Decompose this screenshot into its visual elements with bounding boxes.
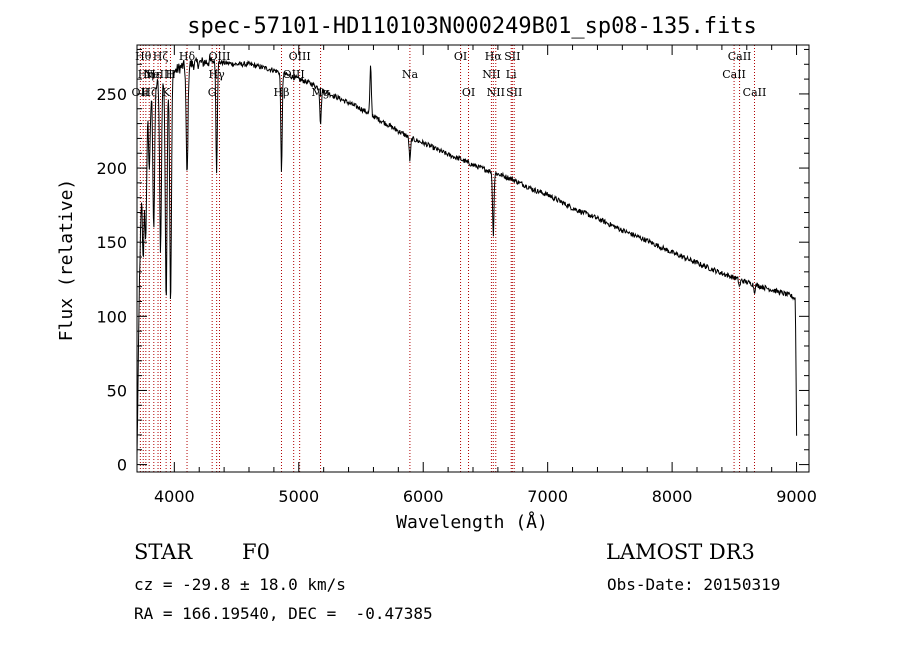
reference-line-label: Hβ (274, 86, 290, 99)
reference-line-label: NII (487, 86, 505, 99)
y-tick-label: 200 (96, 159, 127, 178)
observation-date: Obs-Date: 20150319 (607, 575, 781, 594)
reference-line-label: OI (462, 86, 475, 99)
reference-line-label: CaII (728, 50, 752, 63)
y-tick-label: 150 (96, 233, 127, 252)
redshift-value: cz = -29.8 ± 18.0 km/s (134, 575, 346, 594)
reference-line-label: Hδ (179, 50, 196, 63)
reference-line-label: CaII (722, 68, 746, 81)
plot-frame (136, 44, 810, 473)
y-tick-label: 100 (96, 307, 127, 326)
object-class: STAR (134, 540, 193, 564)
y-tick-label: 250 (96, 85, 127, 104)
reference-line-label: NeIII (143, 68, 172, 81)
x-axis-label: Wavelength (Å) (396, 511, 548, 533)
reference-line-label: Hθ (135, 50, 152, 63)
reference-line-label: Li (506, 68, 517, 81)
reference-line-label: Hζ (153, 50, 169, 63)
reference-line-label: SII (506, 86, 522, 99)
reference-line-label: OI (454, 50, 467, 63)
x-axis-ticks: 4000 5000 6000 7000 8000 9000 (154, 45, 817, 506)
x-tick-label: 7000 (527, 487, 568, 506)
reference-line-labels: OIIHθHηHζHεNeIIIHζKHHδGHγOIIIHβOIIIOIIIM… (132, 50, 767, 99)
reference-line-label: Na (402, 68, 419, 81)
spectrum-line (136, 55, 798, 456)
coordinates: RA = 166.19540, DEC = -0.47385 (134, 604, 433, 623)
chart-title: spec-57101-HD110103N000249B01_sp08-135.f… (187, 14, 757, 39)
reference-line-label: K (162, 86, 171, 99)
x-tick-label: 4000 (154, 487, 195, 506)
reference-line-label: H (166, 68, 176, 81)
reference-line-label: Hε (146, 68, 162, 81)
y-axis-ticks: 0 50 100 150 200 250 (96, 48, 809, 475)
y-tick-label: 50 (107, 381, 127, 400)
reference-line-label: G (208, 86, 217, 99)
reference-line-label: OIII (283, 68, 305, 81)
object-subclass: F0 (242, 540, 270, 564)
x-tick-label: 8000 (652, 487, 693, 506)
reference-line-label: CaII (743, 86, 767, 99)
reference-line-label: Hη (138, 68, 154, 81)
reference-line-label: SII (504, 50, 520, 63)
y-tick-label: 0 (117, 456, 127, 475)
survey-name: LAMOST DR3 (606, 540, 755, 564)
x-tick-label: 6000 (403, 487, 444, 506)
x-tick-label: 9000 (776, 487, 817, 506)
reference-line-label: OII (132, 86, 150, 99)
x-tick-label: 5000 (278, 487, 319, 506)
reference-line-label: Hγ (209, 68, 226, 81)
reference-line-label: Hζ (141, 86, 157, 99)
reference-line-label: Hα (485, 50, 503, 63)
reference-line-label: OIII (289, 50, 311, 63)
y-axis-label: Flux (relative) (56, 179, 77, 342)
reference-lines (139, 45, 755, 472)
reference-line-label: NII (482, 68, 500, 81)
